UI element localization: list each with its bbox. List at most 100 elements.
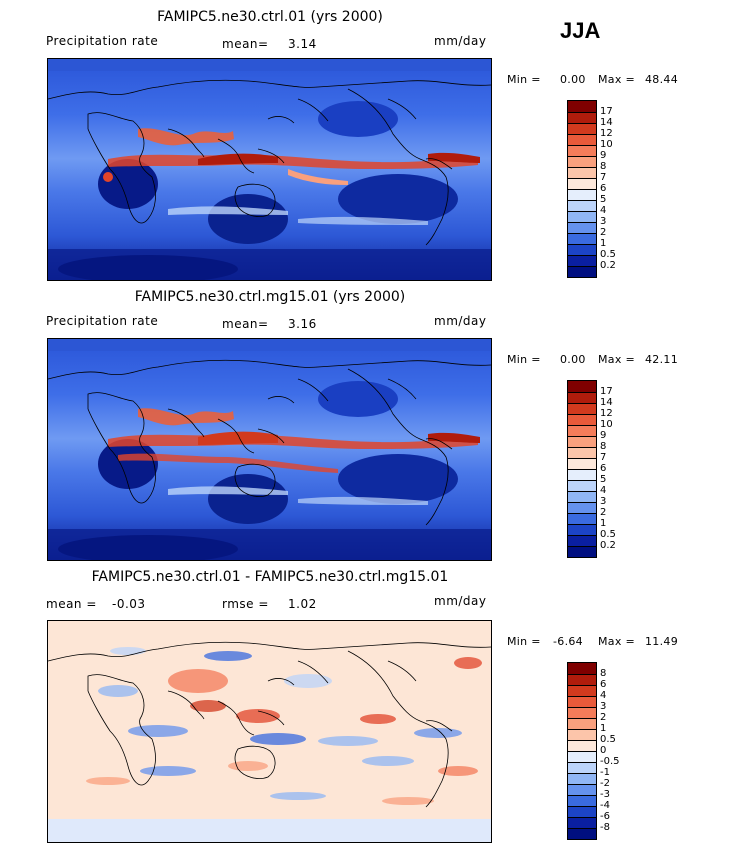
colorbar-tick-label: 0.2 — [600, 260, 616, 271]
colorbar-swatch — [568, 414, 596, 425]
panel-2-min-value: 0.00 — [560, 353, 586, 366]
panel-2-title: FAMIPC5.ne30.ctrl.mg15.01 (yrs 2000) — [134, 289, 406, 305]
colorbar-tick-label: 4 — [600, 690, 607, 701]
colorbar-tick-label: 12 — [600, 128, 613, 139]
season-label: JJA — [560, 18, 601, 43]
panel-1-colorbar: 17 14 12 10 9 8 7 6 5 4 3 2 1 0.5 0.2 — [567, 100, 616, 278]
panel-3-mean-label: mean = — [46, 597, 97, 611]
colorbar-tick-label: 17 — [600, 386, 613, 397]
colorbar-swatch — [568, 211, 596, 222]
colorbar-tick-label: 6 — [600, 679, 607, 690]
colorbar-tick-label: 10 — [600, 419, 613, 430]
colorbar-swatch — [568, 469, 596, 480]
colorbar-tick-label: -6 — [600, 811, 610, 822]
colorbar-tick-label: 12 — [600, 408, 613, 419]
panel-1-max-value: 48.44 — [645, 73, 678, 86]
panel-1-map — [47, 58, 492, 281]
colorbar-tick-label: -8 — [600, 822, 610, 833]
colorbar-tick-label: 0.5 — [600, 249, 616, 260]
colorbar-tick-label: 8 — [600, 441, 607, 452]
panel-1-title: FAMIPC5.ne30.ctrl.01 (yrs 2000) — [157, 9, 383, 25]
colorbar-swatch — [568, 222, 596, 233]
panel-3-rmse-value: 1.02 — [288, 597, 317, 611]
panel-3-colorbar: 8 6 4 3 2 1 0.5 0 -0.5 -1 -2 -3 -4 -6 -8 — [567, 662, 620, 840]
colorbar-tick-label: 2 — [600, 712, 607, 723]
panel-1-min-label: Min = — [507, 73, 541, 86]
panel-2-min-label: Min = — [507, 353, 541, 366]
colorbar-tick-label: -3 — [600, 789, 610, 800]
panel-2-mean-label: mean= — [222, 317, 269, 331]
colorbar-tick-label: 17 — [600, 106, 613, 117]
colorbar-tick-label: -1 — [600, 767, 610, 778]
colorbar-swatch — [568, 535, 596, 546]
colorbar-swatch — [568, 740, 596, 751]
colorbar-tick-label: -4 — [600, 800, 610, 811]
colorbar-tick-label: 5 — [600, 194, 607, 205]
panel-3-map — [47, 620, 492, 843]
panel-1-variable-label: Precipitation rate — [46, 34, 159, 48]
panel-1-max-label: Max = — [598, 73, 635, 86]
colorbar-swatch — [568, 817, 596, 828]
colorbar-tick-label: 8 — [600, 161, 607, 172]
colorbar-tick-label: 9 — [600, 150, 607, 161]
colorbar-swatch — [568, 403, 596, 414]
colorbar-tick-label: 2 — [600, 227, 607, 238]
colorbar-swatch — [568, 145, 596, 156]
colorbar-swatch — [568, 167, 596, 178]
colorbar-swatch — [568, 513, 596, 524]
colorbar-swatch — [568, 828, 596, 839]
colorbar-swatch — [568, 425, 596, 436]
colorbar-swatch — [568, 458, 596, 469]
colorbar-tick-label: 3 — [600, 216, 607, 227]
panel-3-max-label: Max = — [598, 635, 635, 648]
colorbar-tick-label: -2 — [600, 778, 610, 789]
colorbar-swatch — [568, 718, 596, 729]
panel-3-mean-value: -0.03 — [112, 597, 146, 611]
colorbar-swatch — [568, 178, 596, 189]
colorbar-tick-label: 14 — [600, 117, 613, 128]
colorbar-tick-label: 7 — [600, 172, 607, 183]
panel-3-rmse-label: rmse = — [222, 597, 269, 611]
panel-3-max-value: 11.49 — [645, 635, 678, 648]
colorbar-swatch — [568, 696, 596, 707]
colorbar-tick-label: 4 — [600, 485, 607, 496]
colorbar-swatch — [568, 244, 596, 255]
colorbar-swatch — [568, 773, 596, 784]
panel-2-mean-value: 3.16 — [288, 317, 317, 331]
colorbar-swatch — [568, 101, 596, 112]
colorbar-swatch — [568, 729, 596, 740]
panel-1-units: mm/day — [434, 34, 487, 48]
colorbar-tick-label: 5 — [600, 474, 607, 485]
panel-2-max-value: 42.11 — [645, 353, 678, 366]
colorbar-tick-label: 3 — [600, 701, 607, 712]
colorbar-tick-label: 4 — [600, 205, 607, 216]
colorbar-swatch — [568, 233, 596, 244]
panel-2-map — [47, 338, 492, 561]
colorbar-swatch — [568, 392, 596, 403]
colorbar-tick-label: 8 — [600, 668, 607, 679]
colorbar-swatch — [568, 806, 596, 817]
colorbar-swatch — [568, 436, 596, 447]
panel-2-variable-label: Precipitation rate — [46, 314, 159, 328]
colorbar-swatch — [568, 685, 596, 696]
panel-3-units: mm/day — [434, 594, 487, 608]
panel-1-mean-value: 3.14 — [288, 37, 317, 51]
colorbar-tick-label: 0.2 — [600, 540, 616, 551]
panel-1-min-value: 0.00 — [560, 73, 586, 86]
colorbar-swatch — [568, 762, 596, 773]
colorbar-swatch — [568, 134, 596, 145]
colorbar-swatch — [568, 502, 596, 513]
panel-3-min-value: -6.64 — [553, 635, 583, 648]
panel-3-min-label: Min = — [507, 635, 541, 648]
colorbar-swatch — [568, 546, 596, 557]
colorbar-tick-label: 0 — [600, 745, 607, 756]
colorbar-tick-label: -0.5 — [600, 756, 620, 767]
colorbar-tick-label: 0.5 — [600, 734, 616, 745]
colorbar-swatch — [568, 663, 596, 674]
colorbar-swatch — [568, 255, 596, 266]
panel-2-max-label: Max = — [598, 353, 635, 366]
colorbar-tick-label: 1 — [600, 518, 607, 529]
colorbar-swatch — [568, 112, 596, 123]
colorbar-tick-label: 6 — [600, 183, 607, 194]
colorbar-swatch — [568, 123, 596, 134]
